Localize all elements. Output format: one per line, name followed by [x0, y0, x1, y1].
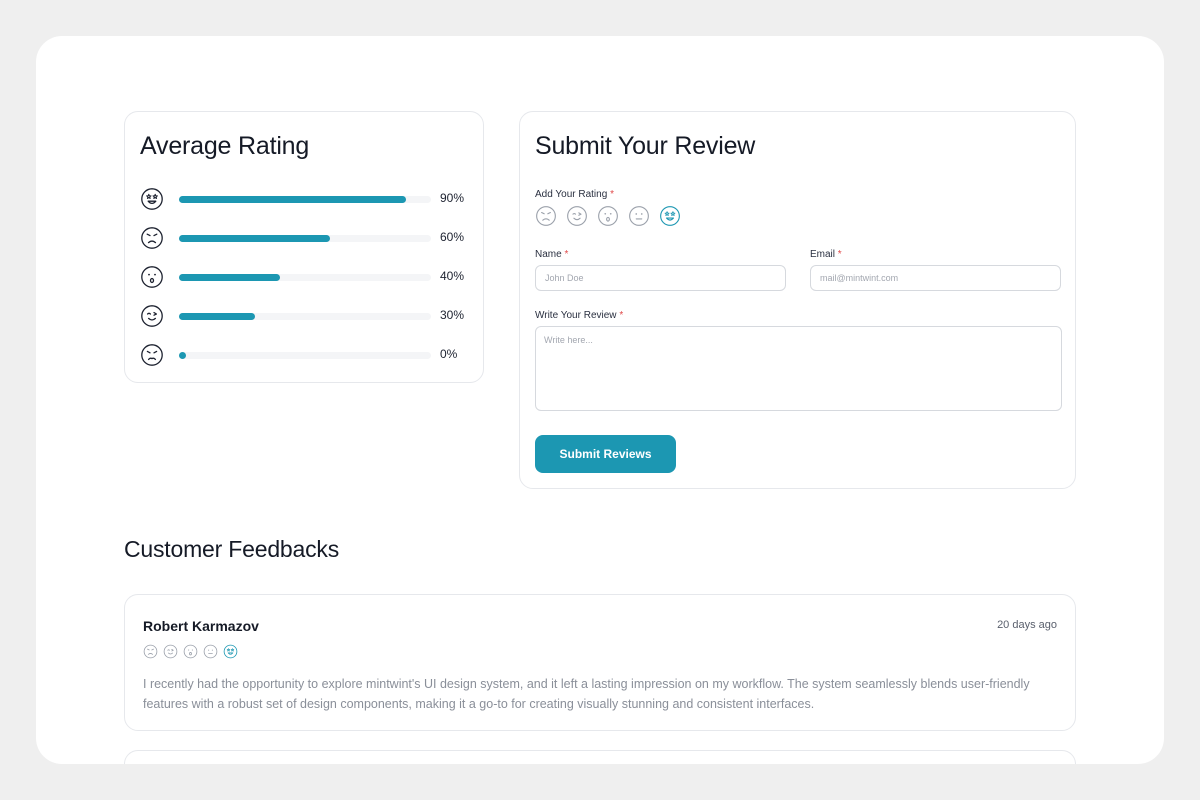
email-input[interactable]: [810, 265, 1061, 291]
name-label-text: Name: [535, 249, 562, 260]
page-frame: Average Rating 90% 60%: [36, 36, 1164, 764]
rating-progress-fill: [179, 274, 280, 281]
required-mark: *: [610, 189, 614, 200]
surprised-face-icon[interactable]: [597, 205, 619, 227]
rating-distribution-row: 60%: [140, 225, 470, 251]
rating-percentage: 30%: [440, 308, 465, 322]
rating-percentage: 0%: [440, 347, 458, 361]
neutral-face-icon[interactable]: [628, 205, 650, 227]
rating-distribution-row: 0%: [140, 342, 470, 368]
average-rating-card: Average Rating 90% 60%: [124, 111, 484, 383]
rating-percentage: 90%: [440, 191, 465, 205]
customer-feedbacks-title: Customer Feedbacks: [124, 536, 339, 562]
rating-progress-fill: [179, 235, 331, 242]
name-input[interactable]: [535, 265, 786, 291]
submit-review-title: Submit Your Review: [535, 132, 756, 160]
rating-progress-fill: [179, 313, 255, 320]
rating-percentage: 60%: [440, 230, 465, 244]
reviewer-name: Robert Karmazov: [143, 618, 259, 634]
rating-progress-track: [179, 274, 431, 281]
rating-progress-fill: [179, 196, 406, 203]
feedback-card: Robert Karmazov 20 days ago: [124, 594, 1076, 731]
required-mark: *: [619, 310, 624, 321]
review-label-text: Write Your Review: [535, 310, 617, 321]
review-date: 20 days ago: [997, 619, 1057, 631]
rating-progress-fill: [179, 352, 186, 359]
star-eyes-face-icon: [140, 187, 164, 211]
rating-progress-track: [179, 313, 431, 320]
rating-field-label: Add Your Rating *: [535, 189, 614, 200]
wink-face-icon[interactable]: [566, 205, 588, 227]
submit-reviews-button[interactable]: Submit Reviews: [535, 435, 676, 473]
wink-face-icon: [163, 644, 178, 659]
email-field-label: Email *: [810, 249, 842, 260]
angry-face-icon[interactable]: [535, 205, 557, 227]
email-label-text: Email: [810, 249, 836, 260]
review-rating: [143, 644, 238, 659]
feedback-card-next: [124, 750, 1076, 764]
submit-review-card: Submit Your Review Add Your Rating *: [519, 111, 1076, 489]
rating-progress-track: [179, 235, 431, 242]
frown-face-icon: [140, 343, 164, 367]
rating-distribution-row: 40%: [140, 264, 470, 290]
average-rating-title: Average Rating: [140, 132, 310, 160]
required-mark: *: [837, 249, 842, 260]
name-field-label: Name *: [535, 249, 568, 260]
neutral-face-icon: [203, 644, 218, 659]
star-eyes-face-icon[interactable]: [659, 205, 681, 227]
review-text: I recently had the opportunity to explor…: [143, 677, 1030, 711]
angry-face-icon: [143, 644, 158, 659]
rating-percentage: 40%: [440, 269, 465, 283]
rating-distribution-row: 30%: [140, 303, 470, 329]
review-textarea[interactable]: [535, 326, 1062, 411]
angry-face-icon: [140, 226, 164, 250]
surprised-face-icon: [140, 265, 164, 289]
star-eyes-face-icon: [223, 644, 238, 659]
review-field-label: Write Your Review *: [535, 310, 623, 321]
rating-selector: [535, 205, 681, 227]
wink-face-icon: [140, 304, 164, 328]
rating-progress-track: [179, 196, 431, 203]
surprised-face-icon: [183, 644, 198, 659]
rating-distribution-row: 90%: [140, 186, 470, 212]
required-mark: *: [564, 249, 569, 260]
rating-label-text: Add Your Rating: [535, 189, 608, 200]
rating-progress-track: [179, 352, 431, 359]
